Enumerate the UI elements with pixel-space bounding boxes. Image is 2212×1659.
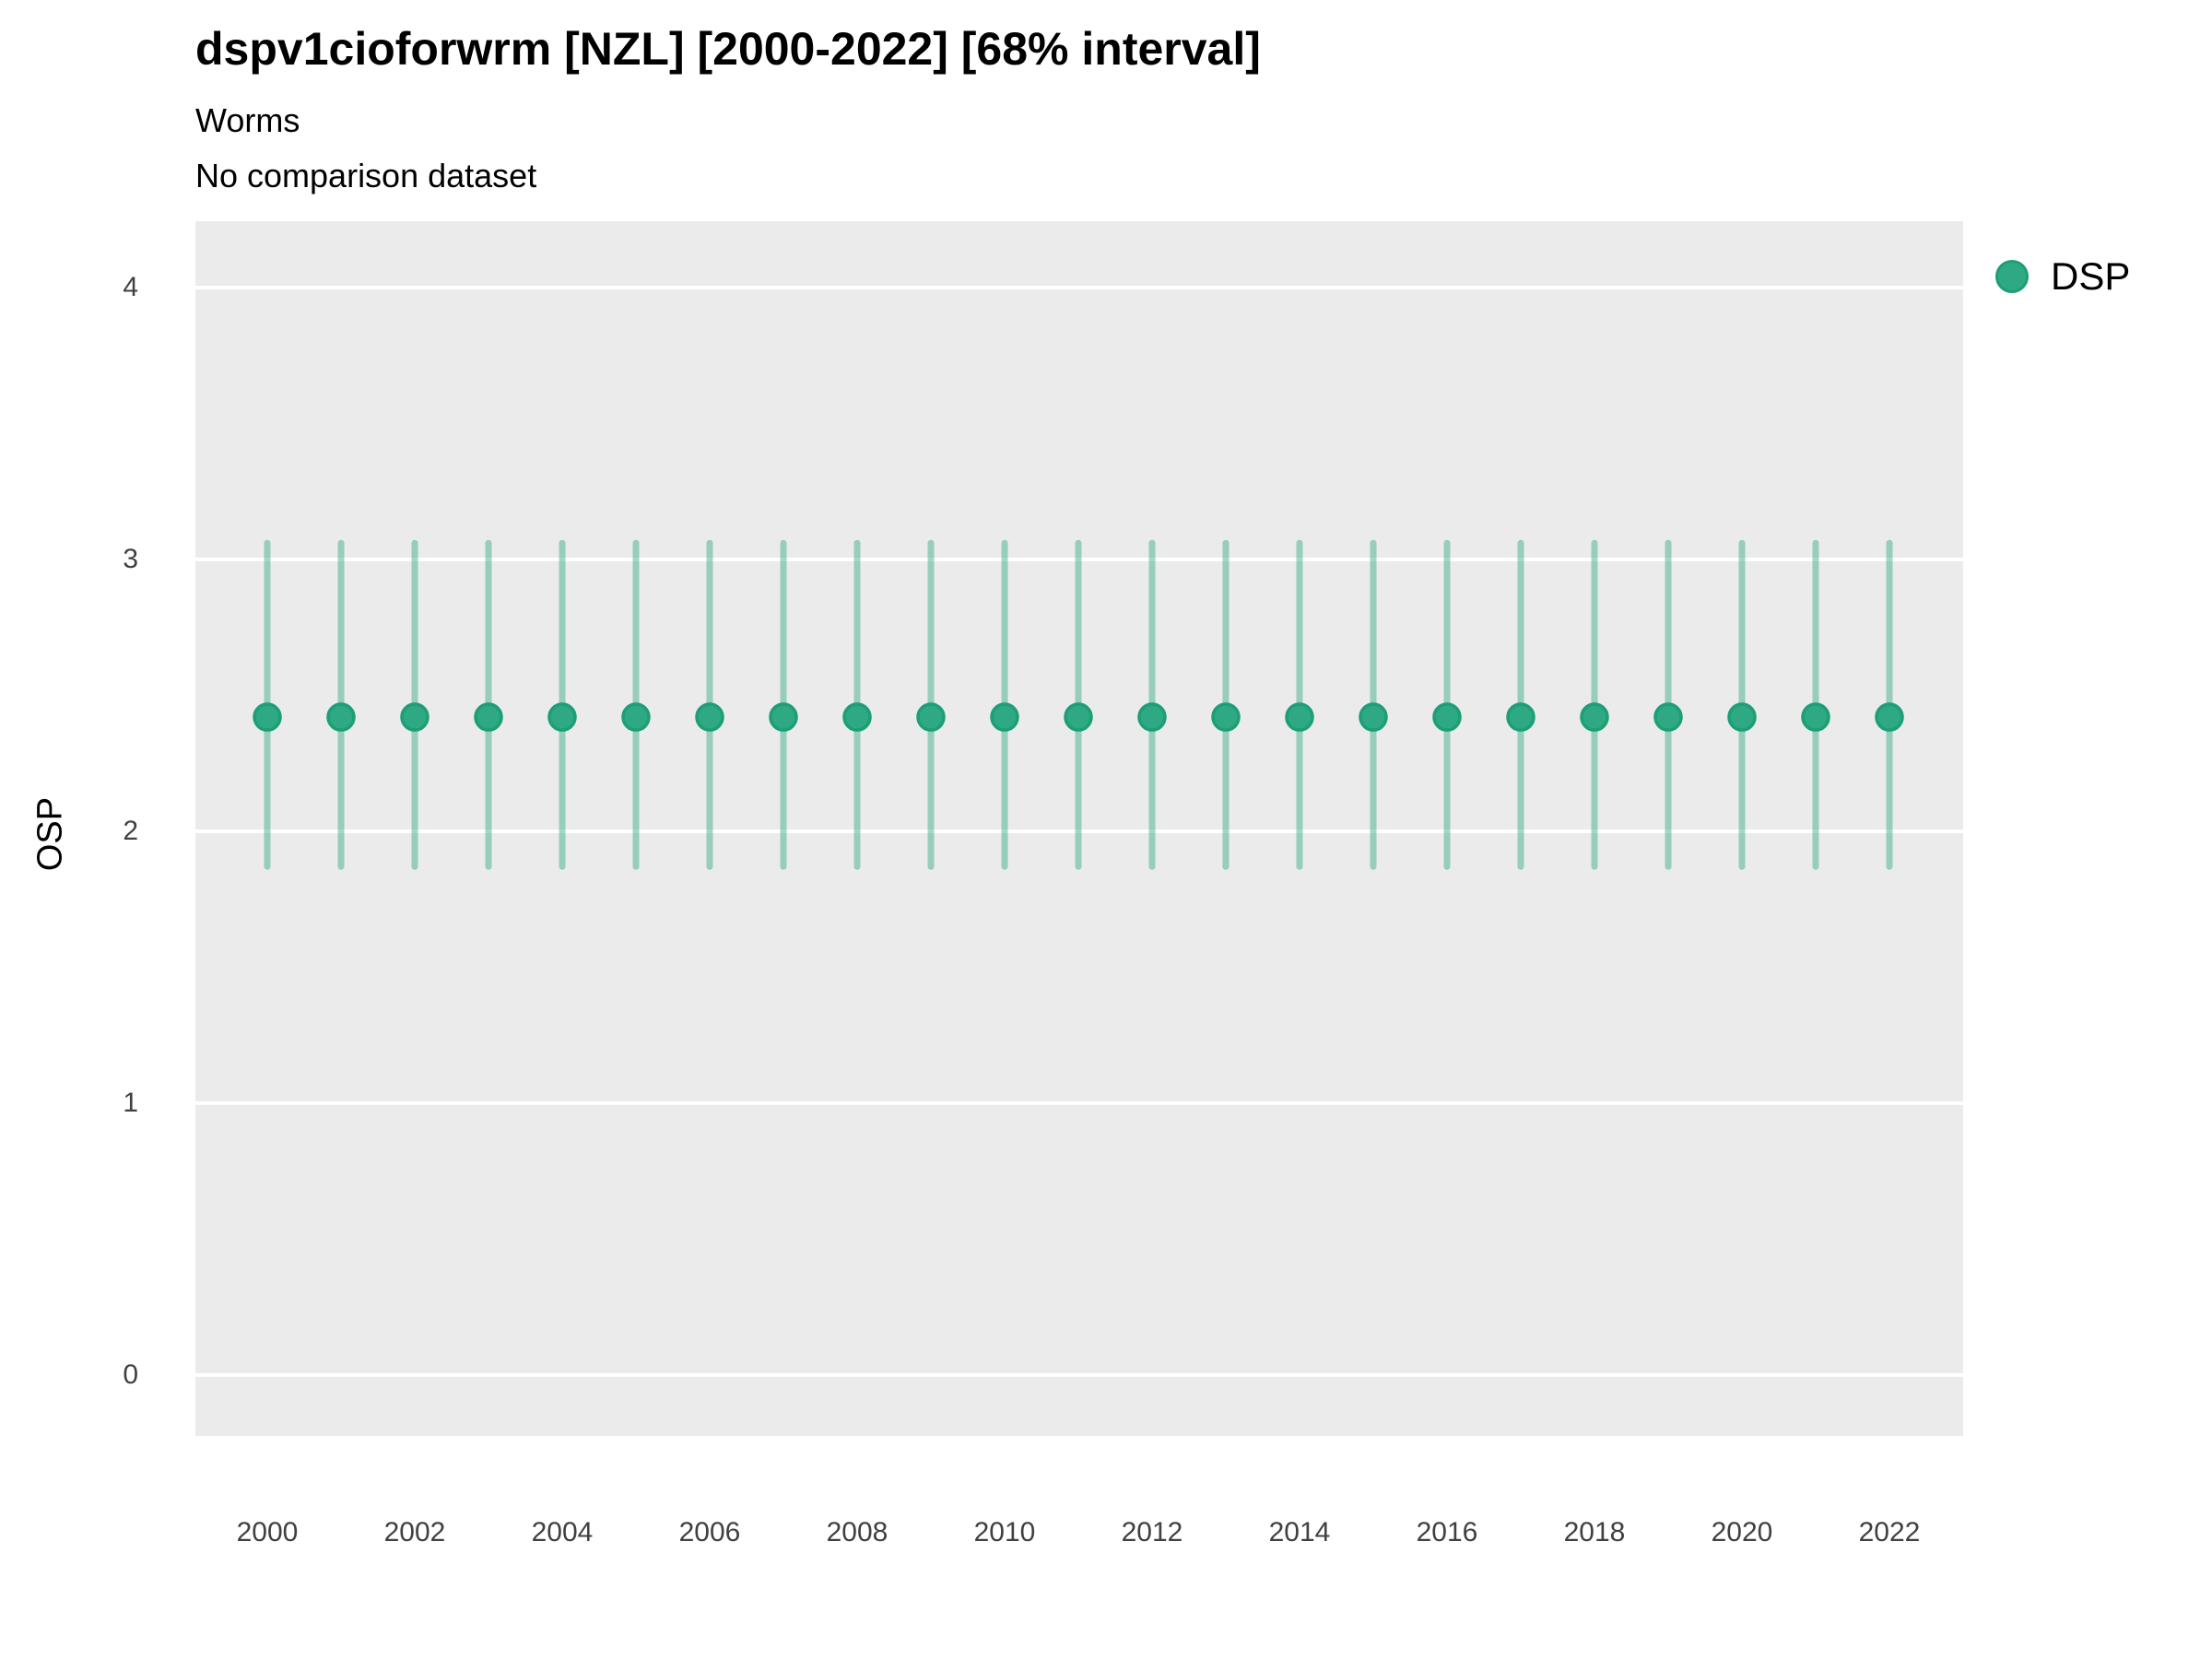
chart-title: dspv1cioforwrm [NZL] [2000-2022] [68% in… <box>195 23 1261 75</box>
x-tick-label-2020: 2020 <box>1711 1517 1773 1547</box>
data-point-2012 <box>1137 702 1167 732</box>
x-tick-label-2002: 2002 <box>383 1517 446 1547</box>
y-tick-label-3: 3 <box>123 543 138 574</box>
data-point-2005 <box>621 702 651 732</box>
data-point-2021 <box>1801 702 1830 732</box>
legend-label: DSP <box>2051 254 2131 298</box>
data-point-2014 <box>1285 702 1314 732</box>
comparison-note: No comparison dataset <box>195 157 537 194</box>
data-point-2004 <box>547 702 577 732</box>
data-point-2002 <box>400 702 429 732</box>
plot-canvas <box>195 285 1963 1377</box>
y-tick-label-4: 4 <box>123 271 138 302</box>
data-point-2016 <box>1432 702 1462 732</box>
x-tick-label-2016: 2016 <box>1416 1517 1478 1547</box>
data-point-2015 <box>1359 702 1388 732</box>
legend-circle-icon <box>1995 260 2029 293</box>
x-tick-label-2006: 2006 <box>678 1517 741 1547</box>
data-point-2003 <box>474 702 503 732</box>
data-point-2020 <box>1727 702 1757 732</box>
y-tick-label-2: 2 <box>123 815 138 846</box>
legend: DSP <box>1995 254 2130 299</box>
x-tick-label-2004: 2004 <box>531 1517 594 1547</box>
x-tick-label-2010: 2010 <box>973 1517 1036 1547</box>
chart-subtitle: Worms <box>195 101 300 139</box>
data-point-2009 <box>916 702 946 732</box>
x-tick-label-2022: 2022 <box>1858 1517 1921 1547</box>
data-point-2000 <box>253 702 282 732</box>
data-point-2017 <box>1506 702 1535 732</box>
plot-panel <box>195 221 1963 1436</box>
x-tick-label-2018: 2018 <box>1563 1517 1626 1547</box>
x-tick-label-2014: 2014 <box>1268 1517 1331 1547</box>
x-tick-label-2012: 2012 <box>1121 1517 1183 1547</box>
data-point-2006 <box>695 702 724 732</box>
data-point-2019 <box>1653 702 1683 732</box>
x-tick-label-2008: 2008 <box>826 1517 888 1547</box>
x-tick-label-2000: 2000 <box>236 1517 299 1547</box>
data-point-2022 <box>1875 702 1904 732</box>
data-point-2007 <box>769 702 798 732</box>
data-point-2001 <box>326 702 356 732</box>
data-point-2008 <box>842 702 872 732</box>
y-tick-label-1: 1 <box>123 1087 138 1118</box>
data-point-2010 <box>990 702 1019 732</box>
data-point-2011 <box>1064 702 1093 732</box>
y-tick-label-0: 0 <box>123 1359 138 1390</box>
data-point-2013 <box>1211 702 1241 732</box>
data-point-2018 <box>1580 702 1609 732</box>
